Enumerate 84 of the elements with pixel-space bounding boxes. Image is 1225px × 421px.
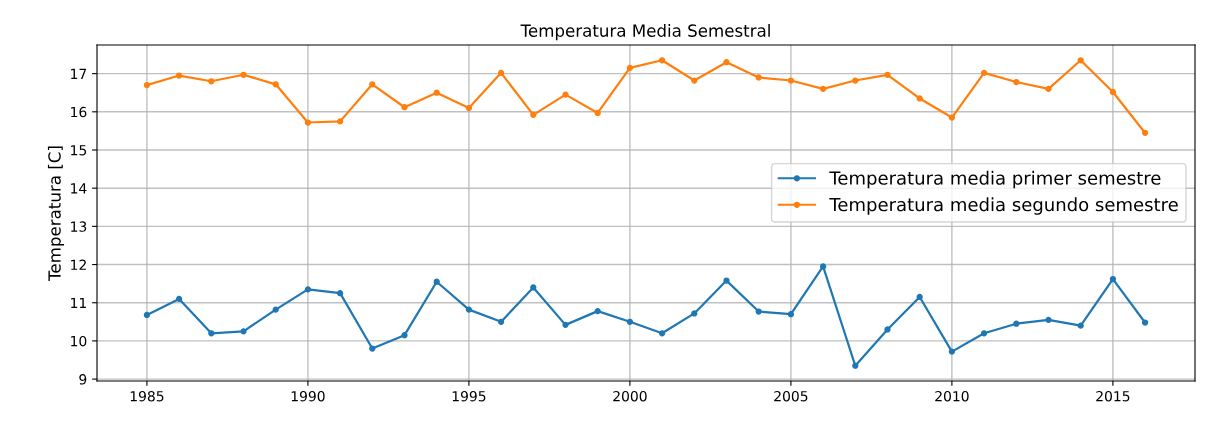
point xyxy=(755,308,762,315)
point xyxy=(948,114,956,121)
point xyxy=(401,104,408,111)
point xyxy=(626,318,634,325)
y-tick-label: 15 xyxy=(71,145,87,156)
point xyxy=(175,72,183,79)
point xyxy=(465,104,473,112)
y-tick-label: 17 xyxy=(71,68,87,79)
point xyxy=(1045,316,1052,324)
x-tick-label: 1995 xyxy=(452,390,486,402)
point xyxy=(980,69,988,76)
point xyxy=(369,81,376,88)
y-tick-label: 14 xyxy=(71,183,87,194)
y-axis-title: Temperatura [C] xyxy=(47,146,65,281)
point xyxy=(1045,85,1052,93)
point xyxy=(594,109,601,117)
point xyxy=(852,77,859,84)
point xyxy=(1013,78,1020,86)
y-tick-label: 11 xyxy=(71,297,86,308)
point xyxy=(980,330,988,337)
x-tick-label: 2005 xyxy=(774,390,808,402)
point xyxy=(594,308,601,315)
point xyxy=(884,71,891,78)
point xyxy=(916,95,923,102)
x-tick-label: 2000 xyxy=(613,390,647,402)
point xyxy=(530,111,537,118)
point xyxy=(658,57,666,64)
y-tick-label: 16 xyxy=(71,106,87,118)
point xyxy=(1077,57,1084,64)
point xyxy=(755,74,762,81)
point xyxy=(916,293,923,301)
point xyxy=(1141,319,1149,326)
point xyxy=(787,77,795,84)
x-tick-label: 2010 xyxy=(935,390,969,402)
point xyxy=(143,81,151,89)
point xyxy=(691,77,698,84)
point xyxy=(723,59,730,66)
y-tick-label: 13 xyxy=(71,221,87,232)
chart-title: Temperatura Media Semestral xyxy=(520,24,770,41)
point xyxy=(562,321,569,328)
point xyxy=(626,64,634,72)
point xyxy=(819,263,827,270)
point xyxy=(208,78,215,85)
point xyxy=(1077,322,1084,329)
x-tick-label: 1990 xyxy=(291,390,325,402)
point xyxy=(336,290,344,297)
point xyxy=(691,310,698,317)
y-tick-label: 9 xyxy=(79,374,87,385)
point xyxy=(658,330,666,337)
legend-label: Temperatura media primer semestre xyxy=(829,170,1161,189)
y-tick-label: 12 xyxy=(71,259,86,270)
point xyxy=(884,326,891,333)
point xyxy=(465,306,473,313)
point xyxy=(143,311,151,319)
point xyxy=(369,345,376,352)
x-tick-label: 1985 xyxy=(130,390,164,402)
point xyxy=(948,348,956,355)
legend-label: Temperatura media segundo semestre xyxy=(829,197,1178,215)
point xyxy=(336,118,344,125)
point xyxy=(304,286,312,293)
point xyxy=(272,306,279,313)
point xyxy=(852,362,859,369)
point xyxy=(497,318,505,325)
point xyxy=(723,277,730,284)
point xyxy=(401,332,408,339)
point xyxy=(1141,129,1149,136)
point xyxy=(208,330,215,337)
point xyxy=(272,81,279,88)
point xyxy=(819,85,827,93)
point xyxy=(433,278,440,285)
point xyxy=(1109,88,1117,96)
point xyxy=(240,328,247,335)
point xyxy=(497,69,505,76)
point xyxy=(1013,320,1020,327)
point xyxy=(530,284,537,291)
point xyxy=(1109,275,1117,283)
point xyxy=(787,311,795,318)
point xyxy=(240,71,247,78)
x-tick-label: 2015 xyxy=(1096,390,1130,402)
point xyxy=(433,89,440,96)
point xyxy=(304,119,312,126)
y-tick-label: 10 xyxy=(71,335,87,347)
point xyxy=(562,91,569,98)
point xyxy=(175,295,183,303)
